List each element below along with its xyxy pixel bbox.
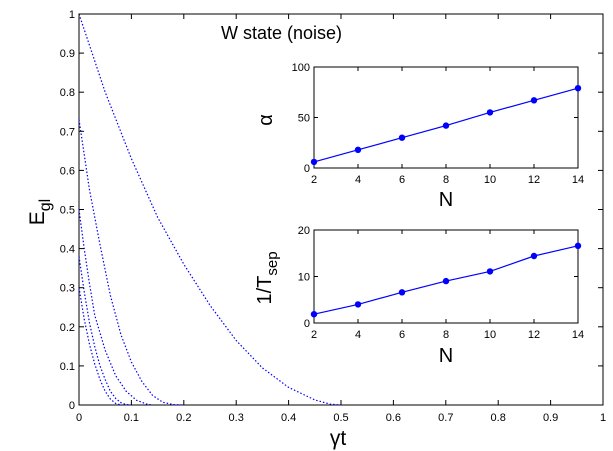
main-x-tick-label: 0.5 bbox=[333, 412, 348, 424]
main-y-tick-label: 0.9 bbox=[60, 48, 75, 60]
main-x-tick-label: 0.3 bbox=[229, 412, 244, 424]
main-title: W state (noise) bbox=[221, 23, 342, 43]
main-y-tick-label: 0.8 bbox=[60, 87, 75, 99]
inset-alpha-data-point bbox=[574, 85, 582, 92]
inset-alpha-y-tick-label: 50 bbox=[298, 113, 310, 125]
inset-tsep-data-point bbox=[486, 268, 494, 275]
inset-alpha-x-tick-label: 12 bbox=[528, 174, 540, 186]
inset-alpha-plot: 2 4 6 8 10 12 14 0 50 100 N α bbox=[255, 62, 584, 211]
inset-tsep-data-point bbox=[398, 289, 406, 296]
inset-tsep-x-axis-label: N bbox=[439, 345, 453, 367]
main-y-axis-label: Egl bbox=[26, 199, 54, 225]
main-x-tick-label: 0.4 bbox=[281, 412, 296, 424]
main-x-tick-label: 0.1 bbox=[124, 412, 139, 424]
inset-tsep-x-tick-label: 14 bbox=[572, 329, 584, 341]
main-y-tick-label: 0.6 bbox=[60, 165, 75, 177]
inset-tsep-series-group bbox=[310, 242, 582, 318]
inset-alpha-x-axis-label: N bbox=[439, 189, 453, 211]
inset-tsep-y-tick-label: 10 bbox=[298, 272, 310, 284]
inset-alpha-series-group bbox=[310, 85, 582, 166]
main-y-tick-label: 0.2 bbox=[60, 322, 75, 334]
main-ticks-group: 0 0.1 0.2 0.3 0.4 0.5 0.6 0.7 0.8 0.9 100.10.20.30… bbox=[60, 9, 606, 424]
inset-tsep-ticks-group: 2 4 6 8 10 12 14 0 10 20 bbox=[298, 225, 584, 341]
main-y-tick-label: 0.5 bbox=[60, 205, 75, 217]
inset-alpha-x-tick-label: 6 bbox=[399, 174, 405, 186]
inset-alpha-x-tick-label: 14 bbox=[572, 174, 584, 186]
inset-tsep-y-axis-label-main: 1/T bbox=[254, 276, 276, 305]
inset-alpha-data-point bbox=[354, 146, 362, 153]
inset-alpha-data-point bbox=[486, 109, 494, 116]
inset-alpha-data-point bbox=[310, 158, 318, 166]
main-y-tick-label: 1 bbox=[69, 9, 75, 21]
svg-text:Egl: Egl bbox=[26, 199, 54, 225]
inset-tsep-x-tick-label: 6 bbox=[399, 329, 405, 341]
inset-alpha-x-tick-label: 2 bbox=[311, 174, 317, 186]
main-series-line-2 bbox=[78, 119, 184, 406]
svg-text:1/Tsep: 1/Tsep bbox=[254, 251, 281, 304]
main-y-tick-label: 0.4 bbox=[60, 244, 75, 256]
inset-tsep-y-axis-label: 1/Tsep bbox=[254, 251, 281, 304]
inset-tsep-data-point bbox=[310, 311, 318, 318]
inset-alpha-x-tick-label: 4 bbox=[355, 174, 361, 186]
inset-tsep-x-tick-label: 10 bbox=[484, 329, 496, 341]
inset-alpha-x-tick-label: 10 bbox=[484, 174, 496, 186]
inset-tsep-y-axis-label-subscript: sep bbox=[264, 251, 281, 275]
main-y-tick-label: 0.3 bbox=[60, 283, 75, 295]
main-x-tick-label: 0 bbox=[76, 412, 82, 424]
main-x-tick-label: 0.7 bbox=[438, 412, 453, 424]
main-x-axis-label: γt bbox=[330, 427, 347, 450]
inset-alpha-data-point bbox=[530, 97, 538, 104]
main-x-tick-label: 0.9 bbox=[543, 412, 558, 424]
inset-tsep-data-point bbox=[354, 301, 362, 308]
main-series-line-4 bbox=[78, 256, 132, 406]
main-y-tick-label: 0.1 bbox=[60, 361, 75, 373]
main-y-axis-label-main: E bbox=[26, 211, 49, 225]
inset-tsep-y-tick-label: 0 bbox=[304, 318, 310, 330]
inset-tsep-frame bbox=[313, 229, 579, 324]
inset-tsep-y-tick-label: 20 bbox=[298, 225, 310, 237]
main-series-line-3 bbox=[78, 209, 153, 406]
inset-alpha-frame bbox=[313, 66, 579, 169]
inset-tsep-x-tick-label: 8 bbox=[443, 329, 449, 341]
main-x-tick-label: 0.6 bbox=[386, 412, 401, 424]
inset-alpha-data-point bbox=[398, 134, 406, 141]
main-series-line-1 bbox=[78, 13, 342, 406]
inset-tsep-data-point bbox=[530, 252, 538, 260]
inset-tsep-data-point bbox=[574, 242, 582, 249]
main-y-tick-label: 0 bbox=[69, 400, 75, 412]
inset-alpha-data-point bbox=[442, 122, 450, 129]
inset-tsep-x-tick-label: 2 bbox=[311, 329, 317, 341]
main-y-tick-label: 0.7 bbox=[60, 126, 75, 138]
inset-tsep-data-point bbox=[442, 277, 450, 285]
inset-tsep-plot: 2 4 6 8 10 12 14 0 10 20 N 1/Tsep bbox=[254, 225, 584, 367]
inset-alpha-y-tick-label: 100 bbox=[292, 62, 310, 74]
main-x-tick-label: 0.8 bbox=[491, 412, 506, 424]
inset-tsep-x-tick-label: 12 bbox=[528, 329, 540, 341]
inset-alpha-y-tick-label: 0 bbox=[304, 163, 310, 175]
inset-alpha-x-tick-label: 8 bbox=[443, 174, 449, 186]
inset-alpha-y-axis-label: α bbox=[255, 114, 277, 126]
main-x-tick-label: 0.2 bbox=[176, 412, 191, 424]
inset-tsep-x-tick-label: 4 bbox=[355, 329, 361, 341]
main-x-tick-label: 1 bbox=[600, 412, 606, 424]
main-y-axis-label-subscript: gl bbox=[37, 199, 54, 211]
inset-alpha-ticks-group: 2 4 6 8 10 12 14 0 50 100 bbox=[292, 62, 584, 186]
main-series-group bbox=[78, 13, 342, 406]
